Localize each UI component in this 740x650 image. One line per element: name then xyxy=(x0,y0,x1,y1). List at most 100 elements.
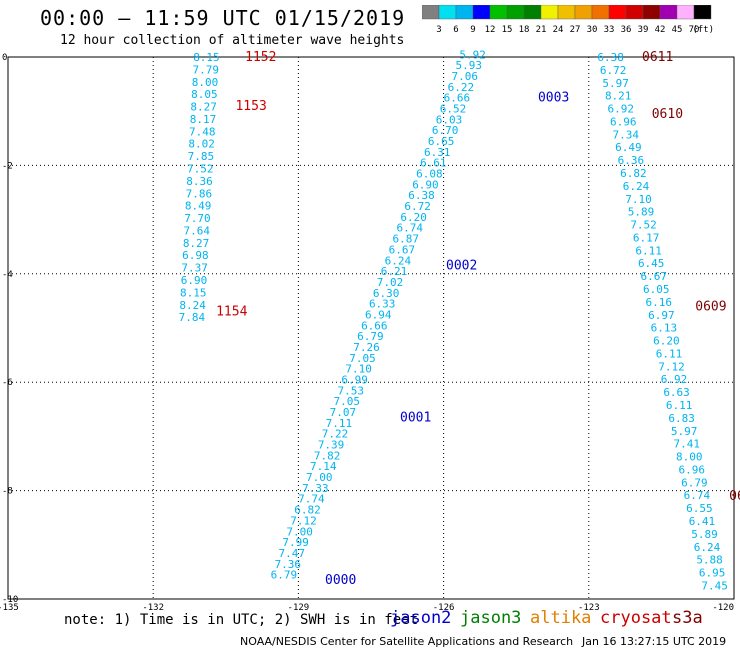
wave-height-value: 6.94 xyxy=(365,308,392,321)
wave-height-value: 6.20 xyxy=(653,335,680,348)
wave-height-value: 7.82 xyxy=(314,449,341,462)
wave-height-value: 8.00 xyxy=(192,76,219,89)
pass-time-label: 0000 xyxy=(325,573,356,588)
credit-line: NOAA/NESDIS Center for Satellite Applica… xyxy=(240,635,574,648)
wave-height-value: 6.72 xyxy=(404,200,431,213)
wave-height-value: 7.47 xyxy=(278,547,305,560)
wave-height-value: 6.55 xyxy=(686,502,713,515)
legend-level-label: 36 xyxy=(621,25,632,35)
satellite-legend-s3a: s3a xyxy=(672,608,703,628)
wave-height-value: 8.15 xyxy=(180,286,207,299)
wave-height-value: 6.21 xyxy=(381,265,408,278)
wave-height-value: 7.22 xyxy=(322,428,349,441)
y-tick-label: -10 xyxy=(2,595,18,605)
legend-level-label: 30 xyxy=(587,25,598,35)
wave-height-value: 6.33 xyxy=(369,298,396,311)
wave-height-value: 7.00 xyxy=(286,525,313,538)
y-tick-label: -8 xyxy=(2,487,13,497)
wave-height-value: 7.36 xyxy=(275,558,302,571)
wave-height-value: 5.97 xyxy=(671,425,698,438)
wave-height-value: 6.98 xyxy=(182,249,209,262)
wave-height-value: 6.92 xyxy=(661,373,688,386)
wave-height-value: 8.02 xyxy=(188,138,215,151)
wave-height-value: 6.11 xyxy=(635,244,662,257)
wave-height-value: 6.65 xyxy=(428,135,455,148)
wave-height-value: 6.92 xyxy=(607,103,634,116)
wave-height-value: 7.07 xyxy=(330,406,357,419)
wave-height-value: 7.74 xyxy=(298,493,325,506)
wave-height-value: 7.41 xyxy=(673,438,700,451)
satellite-legend-jason3: jason3 xyxy=(460,608,522,628)
satellite-legend-jason2: jason2 xyxy=(390,608,452,628)
wave-height-value: 6.74 xyxy=(396,222,423,235)
wave-height-value: 7.33 xyxy=(302,482,329,495)
wave-height-value: 7.12 xyxy=(658,360,685,373)
wave-height-value: 7.12 xyxy=(290,514,317,527)
footer-note: note: 1) Time is in UTC; 2) SWH is in fe… xyxy=(64,612,419,628)
legend-level-label: 3 xyxy=(436,25,441,35)
legend-level-label: 15 xyxy=(502,25,513,35)
wave-height-value: 8.24 xyxy=(179,299,206,312)
plot-frame xyxy=(7,56,735,600)
wave-height-value: 6.66 xyxy=(361,319,388,332)
wave-height-value: 6.72 xyxy=(600,64,627,77)
x-tick-label: -120 xyxy=(712,603,734,610)
wave-height-value: 6.05 xyxy=(643,283,670,296)
wave-height-value: 7.00 xyxy=(306,471,333,484)
wave-height-value: 6.97 xyxy=(648,309,675,322)
satellite-legend-cryosat: cryosat xyxy=(600,608,672,628)
wave-height-value: 6.22 xyxy=(448,81,475,94)
wave-height-value: 6.45 xyxy=(638,257,665,270)
wave-height-value: 6.82 xyxy=(620,167,647,180)
wave-height-value: 6.16 xyxy=(646,296,673,309)
wave-height-value: 6.67 xyxy=(640,270,667,283)
color-legend: 3 6 9 12 15 18 21 24 27 30 33 36 39 42 45 70(ft) xyxy=(422,5,714,35)
x-tick-label: -135 xyxy=(0,603,19,610)
x-tick-label: -132 xyxy=(142,603,164,610)
y-tick-label: -4 xyxy=(2,270,13,280)
wave-height-value: 6.36 xyxy=(618,154,645,167)
wave-height-value: 7.70 xyxy=(184,212,211,225)
wave-height-value: 5.89 xyxy=(691,528,718,541)
wave-height-value: 5.88 xyxy=(696,554,723,567)
pass-time-label: 06 xyxy=(729,489,740,504)
y-tick-label: -2 xyxy=(2,161,13,171)
wave-height-value: 6.13 xyxy=(651,322,678,335)
wave-height-value: 6.90 xyxy=(181,274,208,287)
pass-time-label: 0610 xyxy=(652,107,683,122)
wave-height-value: 6.79 xyxy=(357,330,384,343)
wave-height-value: 7.37 xyxy=(181,262,208,275)
wave-height-value: 6.49 xyxy=(615,141,642,154)
legend-level-label: 45 xyxy=(672,25,683,35)
wave-height-value: 8.49 xyxy=(185,200,212,213)
wave-height-value: 7.52 xyxy=(187,162,214,175)
wave-height-value: 8.21 xyxy=(605,90,632,103)
x-tick-label: -126 xyxy=(433,603,455,610)
satellite-legend-altika: altika xyxy=(530,608,592,628)
wave-height-value: 7.02 xyxy=(377,276,404,289)
wave-height-value: 6.03 xyxy=(436,113,463,126)
pass-time-label: 0002 xyxy=(446,259,477,274)
legend-level-label: 6 xyxy=(453,25,458,35)
wave-height-value: 6.08 xyxy=(416,168,443,181)
page-subtitle: 12 hour collection of altimeter wave hei… xyxy=(60,33,405,48)
legend-unit-label: (ft) xyxy=(692,25,714,35)
pass-time-label: 1153 xyxy=(235,99,266,114)
wave-height-value: 6.70 xyxy=(432,124,459,137)
wave-height-value: 7.86 xyxy=(186,187,213,200)
legend-level-label: 24 xyxy=(553,25,564,35)
wave-height-value: 8.15 xyxy=(193,51,220,64)
wave-height-value: 6.66 xyxy=(444,92,471,105)
wave-height-value: 6.41 xyxy=(689,515,716,528)
wave-height-value: 6.52 xyxy=(440,102,467,115)
wave-height-value: 7.53 xyxy=(337,384,364,397)
wave-height-value: 6.61 xyxy=(420,157,447,170)
wave-height-value: 6.82 xyxy=(294,504,321,517)
wave-height-value: 6.11 xyxy=(656,347,683,360)
pass-time-label: 0003 xyxy=(538,91,569,106)
wave-height-value: 6.17 xyxy=(633,231,660,244)
pass-time-label: 0001 xyxy=(400,410,431,425)
legend-level-label: 9 xyxy=(470,25,475,35)
wave-height-value: 7.05 xyxy=(334,395,361,408)
wave-height-value: 6.67 xyxy=(389,243,416,256)
